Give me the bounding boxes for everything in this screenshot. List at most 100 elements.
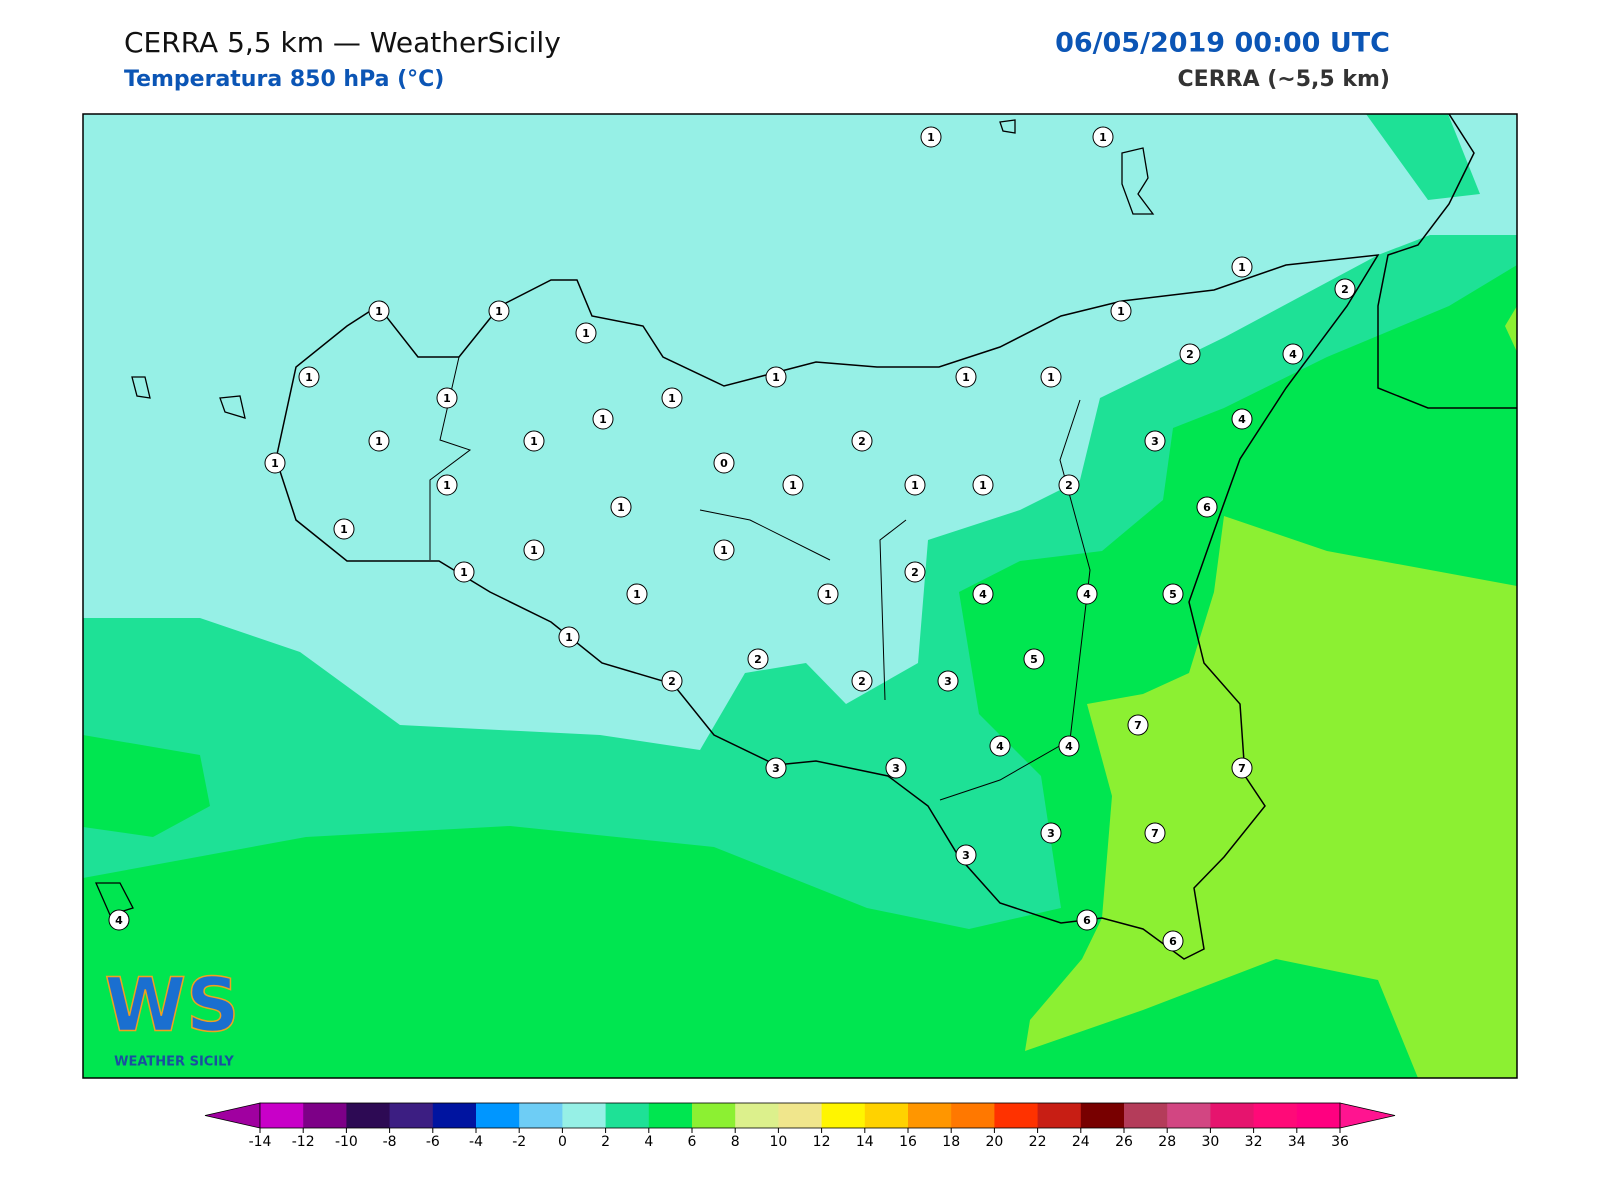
station-value: 1 xyxy=(617,501,625,514)
station-value: 1 xyxy=(824,588,832,601)
station-marker xyxy=(904,561,926,583)
colorbar-tick-label: 2 xyxy=(601,1134,610,1150)
station-marker xyxy=(1040,366,1062,388)
station-marker xyxy=(626,583,648,605)
colorbar-segment xyxy=(1167,1103,1211,1128)
colorbar-tick-label: -14 xyxy=(249,1134,272,1150)
station-value: 1 xyxy=(340,523,348,536)
colorbar-tick-label: -2 xyxy=(512,1134,526,1150)
colorbar-tick-label: 14 xyxy=(856,1134,874,1150)
station-value: 1 xyxy=(962,371,970,384)
station-marker xyxy=(937,670,959,692)
station-value: 1 xyxy=(375,305,383,318)
station-marker xyxy=(747,648,769,670)
colorbar-tick-label: 16 xyxy=(899,1134,917,1150)
logo: WS WEATHER SICILY xyxy=(104,962,240,1070)
station-marker xyxy=(713,452,735,474)
station-value: 1 xyxy=(443,392,451,405)
logo-mark: WS xyxy=(105,963,240,1049)
colorbar-segment xyxy=(519,1103,563,1128)
station-value: 3 xyxy=(1047,827,1055,840)
station-value: 3 xyxy=(962,849,970,862)
colorbar-tick-label: 36 xyxy=(1331,1134,1349,1150)
colorbar-segment xyxy=(303,1103,347,1128)
colorbar-segment xyxy=(994,1103,1039,1128)
station-value: 1 xyxy=(772,371,780,384)
colorbar-frame xyxy=(259,1102,1341,1129)
station-marker xyxy=(1144,822,1166,844)
station-value: 2 xyxy=(1186,348,1194,361)
station-marker xyxy=(713,539,735,561)
colorbar-tick-label: 26 xyxy=(1115,1134,1133,1150)
station-value: 2 xyxy=(858,675,866,688)
colorbar: -14 -12 -10 -8 -6 -4 -2 0 2 4 6 8 10 12 14 16 18 20 22 24 26… xyxy=(204,1102,1396,1150)
station-value: 1 xyxy=(1117,305,1125,318)
coastline-sicily xyxy=(275,254,1380,960)
colorbar-segment xyxy=(1210,1103,1255,1128)
station-value: 4 xyxy=(1289,348,1297,361)
colorbar-segment xyxy=(864,1103,909,1128)
station-value: 1 xyxy=(582,327,590,340)
station-value: 1 xyxy=(979,479,987,492)
station-value: 1 xyxy=(1099,131,1107,144)
station-value: 1 xyxy=(495,305,503,318)
colorbar-tick-label: 8 xyxy=(731,1134,740,1150)
colorbar-tick-label: 18 xyxy=(942,1134,960,1150)
model-label: CERRA (~5,5 km) xyxy=(1178,67,1390,92)
title: CERRA 5,5 km — WeatherSicily xyxy=(124,26,561,59)
map-frame xyxy=(82,113,1518,1079)
colorbar-segment xyxy=(389,1103,434,1128)
station-marker xyxy=(1179,343,1201,365)
station-value: 1 xyxy=(530,435,538,448)
station-value: 1 xyxy=(789,479,797,492)
station-value: 1 xyxy=(927,131,935,144)
colorbar-tick-label: 24 xyxy=(1072,1134,1090,1150)
station-marker xyxy=(1058,735,1080,757)
station-value: 1 xyxy=(1047,371,1055,384)
station-marker xyxy=(851,430,873,452)
station-value: 4 xyxy=(1238,413,1246,426)
colorbar-segment xyxy=(908,1103,952,1128)
islands xyxy=(95,119,1155,916)
station-marker xyxy=(1231,408,1253,430)
station-marker xyxy=(851,670,873,692)
colorbar-tick-label: -10 xyxy=(335,1134,358,1150)
station-value: 1 xyxy=(375,435,383,448)
station-marker xyxy=(333,518,355,540)
station-value: 1 xyxy=(460,566,468,579)
station-value: 6 xyxy=(1083,914,1091,927)
station-marker xyxy=(972,583,994,605)
station-value: 1 xyxy=(633,588,641,601)
colorbar-under xyxy=(204,1102,261,1129)
station-marker xyxy=(436,387,458,409)
station-marker xyxy=(765,366,787,388)
station-value: 2 xyxy=(668,675,676,688)
station-value: 1 xyxy=(668,392,676,405)
colorbar-segment xyxy=(1124,1103,1168,1128)
station-marker xyxy=(1231,757,1253,779)
colorbar-tick-label: 0 xyxy=(558,1134,567,1150)
station-marker xyxy=(575,322,597,344)
station-marker xyxy=(1334,278,1356,300)
station-value: 2 xyxy=(1065,479,1073,492)
station-marker xyxy=(885,757,907,779)
station-value: 4 xyxy=(979,588,987,601)
station-marker xyxy=(1058,474,1080,496)
station-value: 1 xyxy=(565,631,573,644)
colorbar-tick-label: 22 xyxy=(1029,1134,1047,1150)
station-value: 1 xyxy=(305,371,313,384)
colorbar-tick-label: 30 xyxy=(1201,1134,1219,1150)
station-value: 1 xyxy=(443,479,451,492)
station-marker xyxy=(488,300,510,322)
station-marker xyxy=(436,474,458,496)
colorbar-segment xyxy=(260,1103,304,1128)
colorbar-tick-label: 34 xyxy=(1288,1134,1306,1150)
colorbar-segment xyxy=(432,1103,477,1128)
station-marker xyxy=(1040,822,1062,844)
station-marker xyxy=(972,474,994,496)
datetime: 06/05/2019 00:00 UTC xyxy=(1055,28,1390,59)
station-marker xyxy=(264,452,286,474)
station-marker xyxy=(108,909,130,931)
station-value: 2 xyxy=(754,653,762,666)
